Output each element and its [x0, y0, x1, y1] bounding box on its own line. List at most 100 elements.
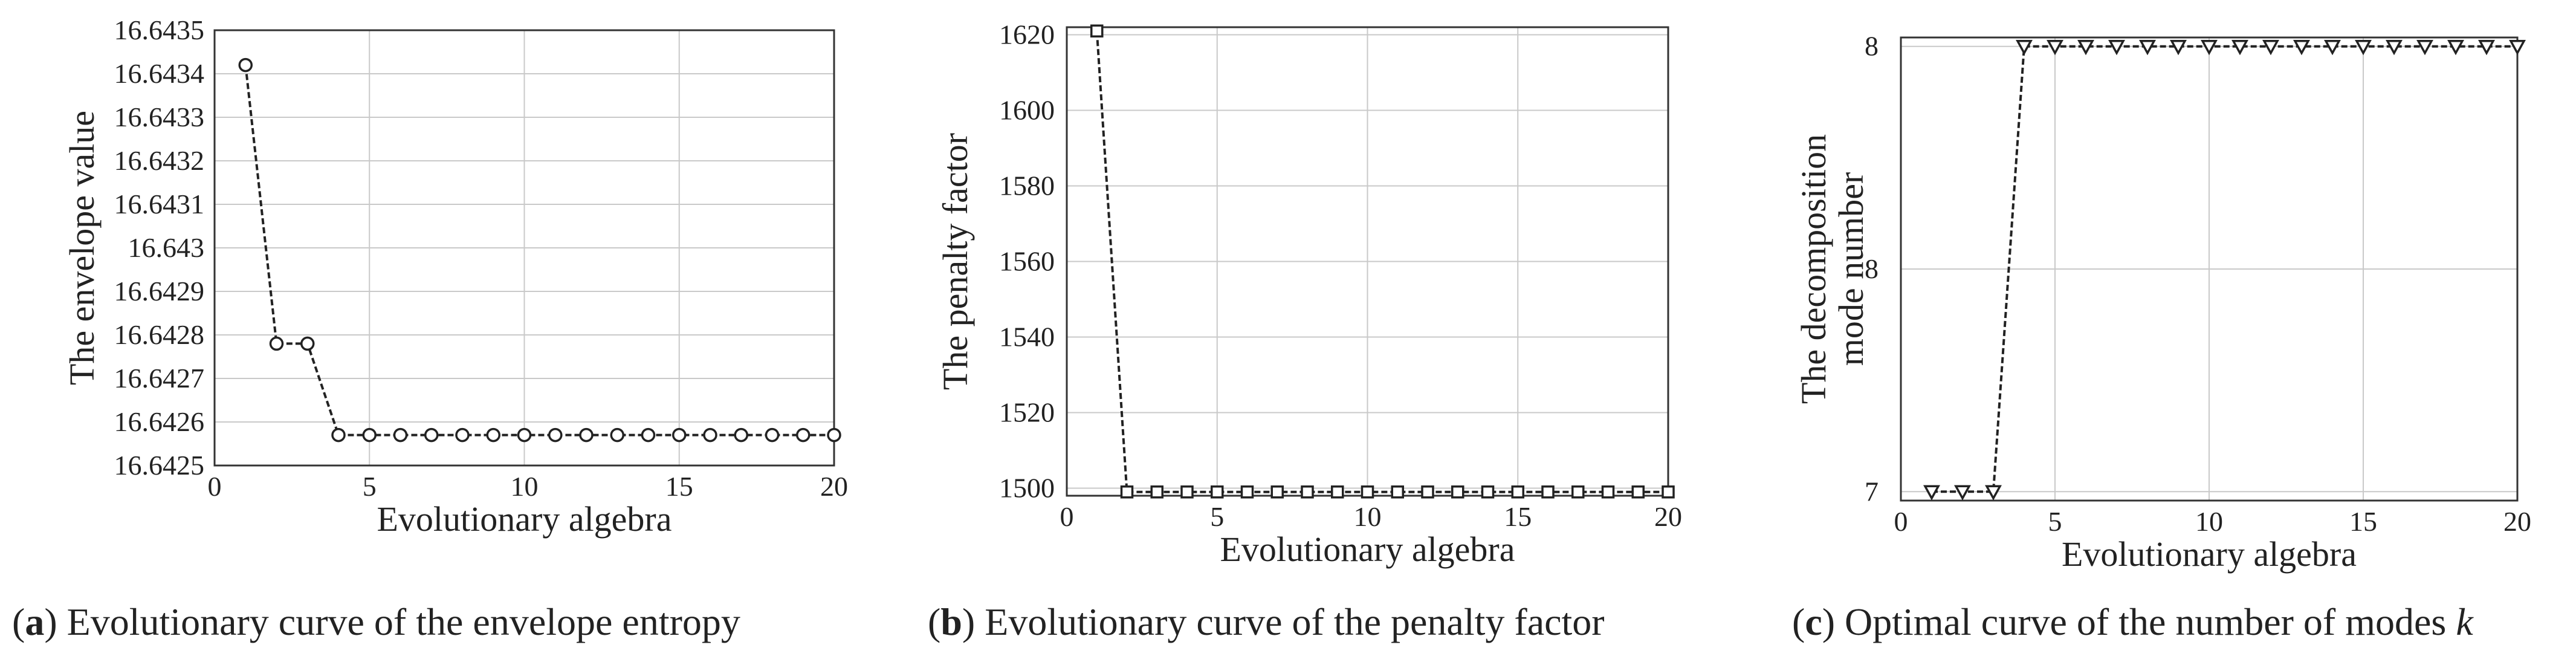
y-tick-label: 16.6431 [114, 189, 205, 219]
data-point [641, 427, 656, 443]
data-point [1240, 485, 1254, 499]
plot-frame [213, 29, 835, 467]
y-tick-label: 8 [1865, 253, 1879, 284]
data-point [424, 427, 439, 443]
y-axis-label-line: The decomposition [1794, 134, 1833, 404]
data-point [1631, 485, 1645, 499]
data-point [548, 427, 563, 443]
y-tick-label: 16.6433 [114, 102, 205, 132]
data-point [1451, 485, 1464, 499]
data-point [2139, 39, 2156, 56]
data-point [362, 427, 377, 443]
y-tick-label: 8 [1865, 31, 1879, 62]
data-point [517, 427, 532, 443]
x-axis-label: Evolutionary algebra [377, 499, 672, 539]
data-point [1270, 485, 1284, 499]
data-point [2231, 39, 2248, 56]
data-point [300, 336, 315, 351]
x-tick-label: 5 [2048, 506, 2062, 537]
data-point [2386, 39, 2403, 56]
y-tick-label: 16.6425 [114, 450, 205, 481]
y-tick-label: 16.6428 [114, 319, 205, 350]
y-tick-label: 16.643 [128, 232, 205, 263]
y-axis-label: The envelope value [62, 111, 102, 385]
x-tick-label: 10 [1354, 501, 1382, 532]
figure-caption: (a) Evolutionary curve of the envelope e… [12, 600, 740, 643]
x-tick-label: 20 [2503, 506, 2531, 537]
data-point [1150, 485, 1163, 499]
figure-caption: (c) Optimal curve of the number of modes… [1792, 600, 2474, 643]
x-tick-label: 0 [208, 471, 222, 502]
series-line [1932, 45, 2517, 493]
data-point [765, 427, 780, 443]
data-point [455, 427, 470, 443]
chart-c: 0 5 10 15 20 7 8 8 Evolutionary algebra The decom… [1792, 31, 2531, 643]
y-tick-label: 1560 [999, 246, 1055, 277]
data-point [610, 427, 624, 443]
data-point [734, 427, 748, 443]
data-point [2447, 39, 2464, 56]
x-tick-label: 0 [1060, 501, 1074, 532]
chart-b: 0 5 10 15 201500152015401560158016001620Evol… [928, 19, 1682, 644]
data-point [1361, 485, 1374, 499]
data-point [1601, 485, 1615, 499]
data-point [2108, 39, 2125, 56]
y-tick-label: 1540 [999, 322, 1055, 352]
data-point [1391, 485, 1404, 499]
x-tick-label: 20 [820, 471, 848, 502]
x-tick-label: 20 [1654, 501, 1682, 532]
x-tick-label: 15 [665, 471, 693, 502]
data-point [2509, 39, 2526, 56]
y-axis-label: The penalty factor [936, 133, 975, 390]
data-point [2262, 39, 2279, 56]
data-point [579, 427, 594, 443]
y-tick-label: 1500 [999, 473, 1055, 504]
data-point [2324, 39, 2341, 56]
data-point [2478, 39, 2495, 56]
x-axis-label: Evolutionary algebra [2062, 534, 2357, 574]
y-tick-label: 16.6427 [114, 363, 205, 394]
x-axis-label: Evolutionary algebra [1220, 530, 1515, 569]
data-point [796, 427, 811, 443]
data-point [1180, 485, 1194, 499]
data-point [1331, 485, 1344, 499]
data-point [331, 427, 346, 443]
y-axis-label-line: mode number [1831, 172, 1871, 366]
y-tick-label: 16.6429 [114, 276, 205, 307]
data-point [2355, 39, 2372, 56]
y-tick-label: 1620 [999, 19, 1055, 50]
data-point [2047, 39, 2063, 56]
data-point [1211, 485, 1224, 499]
data-point [1923, 485, 1940, 501]
y-tick-label: 16.6434 [114, 58, 205, 89]
y-tick-label: 1600 [999, 95, 1055, 126]
x-tick-label: 0 [1894, 506, 1908, 537]
figure-caption: (b) Evolutionary curve of the penalty fa… [928, 600, 1605, 643]
x-tick-label: 5 [363, 471, 377, 502]
data-point [1481, 485, 1495, 499]
x-tick-label: 15 [2349, 506, 2377, 537]
y-tick-label: 16.6435 [114, 15, 205, 45]
x-tick-label: 15 [1504, 501, 1532, 532]
data-point [1511, 485, 1524, 499]
y-tick-label: 16.6426 [114, 406, 205, 437]
chart-a: 0 5 10 15 20 16.6425 16.6426 16.6427 16.6428 16.6… [12, 15, 848, 643]
series-line [244, 65, 834, 436]
data-point [1301, 485, 1314, 499]
data-point [2201, 39, 2218, 56]
data-point [238, 57, 253, 73]
data-point [1662, 485, 1675, 499]
data-point [1571, 485, 1585, 499]
data-point [827, 427, 841, 443]
x-tick-label: 10 [511, 471, 539, 502]
data-point [2416, 39, 2433, 56]
data-point [1090, 24, 1104, 37]
y-tick-label: 1580 [999, 170, 1055, 201]
y-tick-label: 7 [1865, 476, 1879, 507]
data-point [1985, 485, 2002, 501]
data-point [486, 427, 500, 443]
data-point [672, 427, 687, 443]
data-point [703, 427, 717, 443]
